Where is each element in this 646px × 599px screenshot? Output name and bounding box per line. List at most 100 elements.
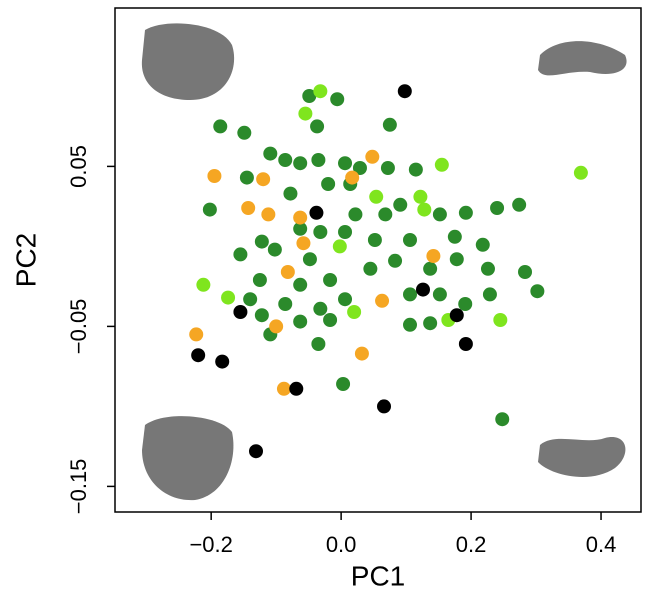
point: [221, 290, 236, 305]
point: [403, 287, 418, 302]
plot-frame: [114, 7, 642, 513]
point: [311, 153, 326, 167]
point: [530, 284, 545, 299]
y-tick-label: −0.05: [66, 299, 91, 355]
point: [293, 277, 308, 292]
point: [293, 314, 308, 329]
point: [434, 157, 449, 172]
point: [336, 377, 351, 391]
shape-icon: [538, 41, 627, 76]
point: [213, 119, 228, 134]
point: [480, 261, 495, 276]
y-axis-label: PC2: [10, 233, 41, 287]
point: [263, 146, 278, 161]
point: [191, 348, 206, 363]
point: [365, 149, 380, 164]
point: [313, 301, 328, 316]
point: [249, 444, 264, 459]
point: [408, 162, 423, 177]
point: [382, 117, 397, 132]
point: [449, 252, 464, 267]
point: [449, 308, 464, 323]
point: [237, 125, 252, 140]
point: [252, 273, 267, 287]
point: [397, 84, 412, 99]
point: [415, 282, 430, 297]
point: [352, 161, 367, 175]
point: [338, 225, 353, 239]
point: [367, 233, 382, 247]
point: [375, 293, 390, 308]
point: [403, 317, 418, 332]
point: [363, 261, 378, 276]
point: [417, 202, 432, 217]
point: [330, 92, 345, 107]
point: [289, 381, 304, 396]
point: [423, 261, 438, 276]
point: [432, 287, 447, 302]
point: [256, 172, 271, 187]
point: [347, 305, 362, 319]
point: [403, 233, 418, 247]
point: [243, 292, 258, 307]
shape-icon: [141, 23, 235, 100]
point: [393, 197, 408, 212]
point: [233, 247, 248, 262]
point: [377, 399, 392, 414]
point: [207, 169, 222, 183]
point: [475, 237, 490, 252]
y-tick-label: −0.15: [66, 459, 91, 515]
point: [269, 319, 284, 334]
point: [332, 239, 347, 254]
point: [293, 221, 308, 236]
point: [293, 156, 308, 171]
point: [426, 249, 441, 263]
point: [493, 313, 508, 327]
x-tick-label: 0.0: [326, 532, 357, 557]
point: [283, 186, 298, 201]
point: [458, 297, 473, 311]
point: [296, 236, 311, 251]
point: [311, 337, 326, 351]
point: [423, 316, 438, 331]
point: [413, 189, 428, 204]
point: [278, 153, 293, 167]
point: [354, 346, 369, 361]
point: [323, 273, 338, 287]
point: [215, 354, 230, 369]
shape-icon: [538, 437, 626, 478]
point: [233, 305, 248, 319]
point: [369, 189, 384, 204]
point: [338, 156, 353, 171]
point: [388, 253, 403, 268]
point: [196, 277, 211, 292]
point: [276, 381, 291, 396]
point: [309, 205, 324, 220]
point: [380, 161, 395, 175]
point: [458, 205, 473, 220]
point: [490, 201, 505, 215]
point: [254, 308, 269, 323]
point: [280, 265, 295, 279]
point: [313, 84, 328, 99]
point: [261, 207, 276, 222]
point: [338, 292, 353, 307]
point: [432, 207, 447, 222]
point: [313, 225, 328, 239]
point: [239, 170, 254, 185]
point: [293, 210, 308, 225]
point: [302, 89, 317, 103]
point: [278, 297, 293, 311]
point: [310, 119, 325, 134]
point: [241, 201, 256, 215]
point: [323, 313, 338, 327]
point: [321, 177, 336, 191]
point: [298, 106, 313, 121]
point: [482, 287, 497, 302]
point: [512, 197, 527, 212]
point: [189, 327, 204, 342]
point: [345, 170, 360, 185]
point: [202, 202, 217, 217]
shape-icon: [142, 416, 234, 501]
point: [267, 242, 282, 257]
